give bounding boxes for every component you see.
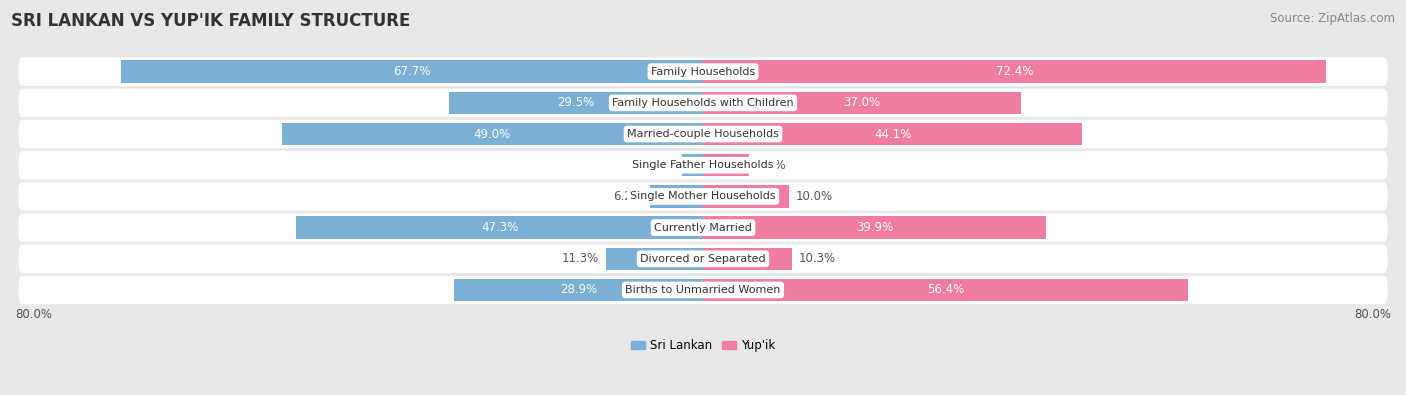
Bar — [121, 60, 703, 83]
Text: 6.2%: 6.2% — [613, 190, 643, 203]
Bar — [281, 123, 703, 145]
Text: Single Father Households: Single Father Households — [633, 160, 773, 170]
FancyBboxPatch shape — [18, 276, 1388, 304]
Text: Family Households with Children: Family Households with Children — [612, 98, 794, 108]
FancyBboxPatch shape — [18, 213, 1388, 242]
Bar — [297, 216, 703, 239]
Text: 44.1%: 44.1% — [875, 128, 911, 141]
Legend: Sri Lankan, Yup'ik: Sri Lankan, Yup'ik — [627, 335, 779, 357]
Text: 10.0%: 10.0% — [796, 190, 832, 203]
Text: 11.3%: 11.3% — [561, 252, 599, 265]
Text: 56.4%: 56.4% — [927, 284, 965, 297]
Text: Currently Married: Currently Married — [654, 223, 752, 233]
Text: 67.7%: 67.7% — [394, 65, 430, 78]
Text: 80.0%: 80.0% — [15, 308, 52, 321]
Text: 49.0%: 49.0% — [474, 128, 510, 141]
Bar — [650, 185, 703, 208]
FancyBboxPatch shape — [18, 245, 1388, 273]
FancyBboxPatch shape — [18, 151, 1388, 179]
Text: 2.4%: 2.4% — [645, 159, 675, 172]
Bar — [703, 279, 1188, 301]
Bar — [703, 248, 792, 270]
Text: Family Households: Family Households — [651, 67, 755, 77]
Bar — [454, 279, 703, 301]
Text: Divorced or Separated: Divorced or Separated — [640, 254, 766, 264]
Bar — [682, 154, 703, 177]
Bar — [703, 92, 1021, 114]
Text: 29.5%: 29.5% — [558, 96, 595, 109]
Text: SRI LANKAN VS YUP'IK FAMILY STRUCTURE: SRI LANKAN VS YUP'IK FAMILY STRUCTURE — [11, 12, 411, 30]
FancyBboxPatch shape — [18, 182, 1388, 211]
Bar — [450, 92, 703, 114]
Text: Single Mother Households: Single Mother Households — [630, 192, 776, 201]
Bar — [703, 123, 1083, 145]
Bar — [703, 185, 789, 208]
Bar — [703, 216, 1046, 239]
Text: Source: ZipAtlas.com: Source: ZipAtlas.com — [1270, 12, 1395, 25]
Text: 39.9%: 39.9% — [856, 221, 893, 234]
Text: 5.4%: 5.4% — [756, 159, 786, 172]
FancyBboxPatch shape — [18, 120, 1388, 148]
FancyBboxPatch shape — [18, 88, 1388, 117]
Text: 10.3%: 10.3% — [799, 252, 835, 265]
Text: Births to Unmarried Women: Births to Unmarried Women — [626, 285, 780, 295]
Text: 28.9%: 28.9% — [560, 284, 598, 297]
Text: 37.0%: 37.0% — [844, 96, 880, 109]
Bar — [703, 60, 1326, 83]
Text: 72.4%: 72.4% — [995, 65, 1033, 78]
FancyBboxPatch shape — [18, 57, 1388, 86]
Bar — [606, 248, 703, 270]
Text: 47.3%: 47.3% — [481, 221, 519, 234]
Text: Married-couple Households: Married-couple Households — [627, 129, 779, 139]
Text: 80.0%: 80.0% — [1354, 308, 1391, 321]
Bar — [703, 154, 749, 177]
